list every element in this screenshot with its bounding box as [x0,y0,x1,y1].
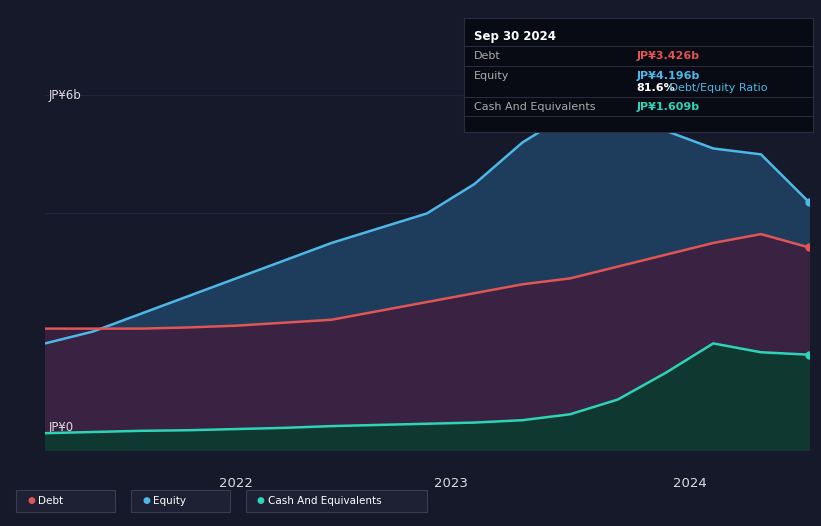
Text: Cash And Equivalents: Cash And Equivalents [268,495,381,506]
Text: Sep 30 2024: Sep 30 2024 [474,31,556,43]
Text: JP¥6b: JP¥6b [49,89,82,102]
Text: Equity: Equity [474,71,509,82]
Text: ●: ● [27,496,35,505]
Text: JP¥4.196b: JP¥4.196b [636,71,699,82]
Text: ●: ● [257,496,265,505]
Text: Equity: Equity [153,495,186,506]
Text: Debt: Debt [474,51,501,62]
Text: 2023: 2023 [433,477,468,490]
Text: JP¥3.426b: JP¥3.426b [636,51,699,62]
Text: JP¥1.609b: JP¥1.609b [636,102,699,112]
Text: ●: ● [142,496,150,505]
Text: Cash And Equivalents: Cash And Equivalents [474,102,595,112]
Text: Debt/Equity Ratio: Debt/Equity Ratio [666,83,768,94]
Text: 81.6%: 81.6% [636,83,675,94]
Text: Debt: Debt [38,495,63,506]
Text: JP¥0: JP¥0 [49,421,74,434]
Text: 2024: 2024 [672,477,706,490]
Text: 2022: 2022 [219,477,253,490]
